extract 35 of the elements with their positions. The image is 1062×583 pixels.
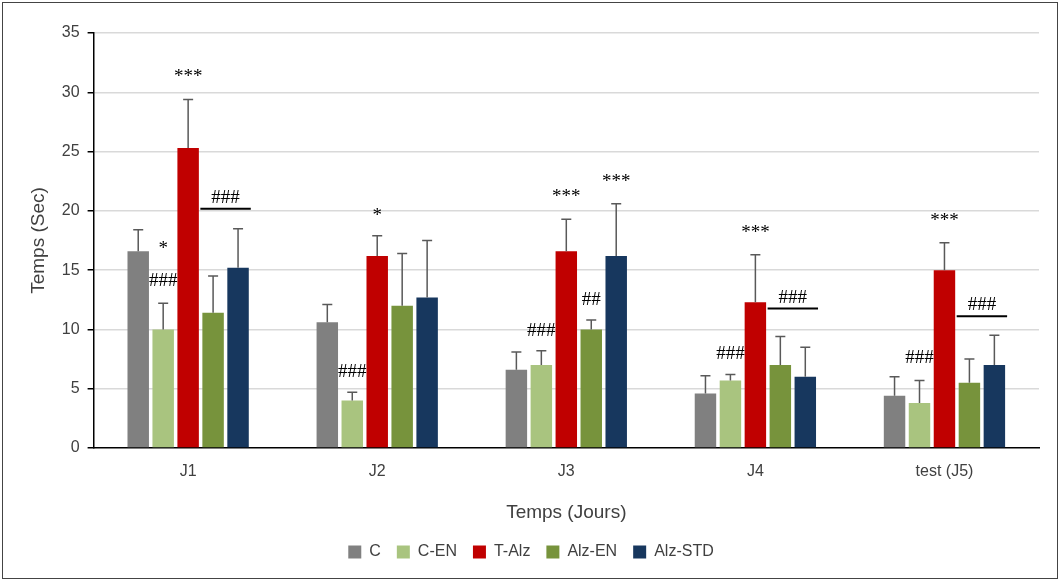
annotation: ## [581,287,602,309]
y-tick-label: 25 [61,141,80,159]
annotation: ### [211,185,241,207]
annotation: * [372,203,382,225]
legend-label: T-Alz [493,542,531,560]
annotation: *** [741,220,770,242]
annotation: *** [173,65,203,87]
y-tick-label: 30 [61,82,80,100]
legend-label: C-EN [417,542,457,560]
y-axis-title: Temps (Sec) [26,187,48,294]
annotation: * [158,237,168,259]
annotation: *** [930,208,959,230]
y-tick-label: 35 [61,23,80,41]
annotation: ### [338,360,368,382]
x-tick-label: J4 [746,462,764,480]
annotation: ### [778,285,808,307]
annotation: ### [967,293,997,315]
x-tick-label: J2 [368,462,386,480]
annotation: ### [905,346,935,368]
annotation: *** [601,169,631,191]
annotation: *** [552,185,581,207]
x-axis-title: Temps (Jours) [506,500,627,522]
legend-label: Alz-EN [567,542,618,560]
x-tick-label: J1 [179,462,197,480]
legend-label: C [369,542,381,560]
y-tick-label: 5 [70,379,80,397]
x-tick-label: J3 [557,462,575,480]
annotation: ### [716,342,746,364]
y-tick-label: 20 [61,201,80,219]
legend-label: Alz-STD [654,542,714,560]
x-tick-label: test (J5) [915,462,974,480]
y-tick-label: 0 [70,438,80,456]
annotation: ### [527,318,557,340]
y-tick-label: 10 [61,319,80,337]
y-tick-label: 15 [61,260,80,278]
